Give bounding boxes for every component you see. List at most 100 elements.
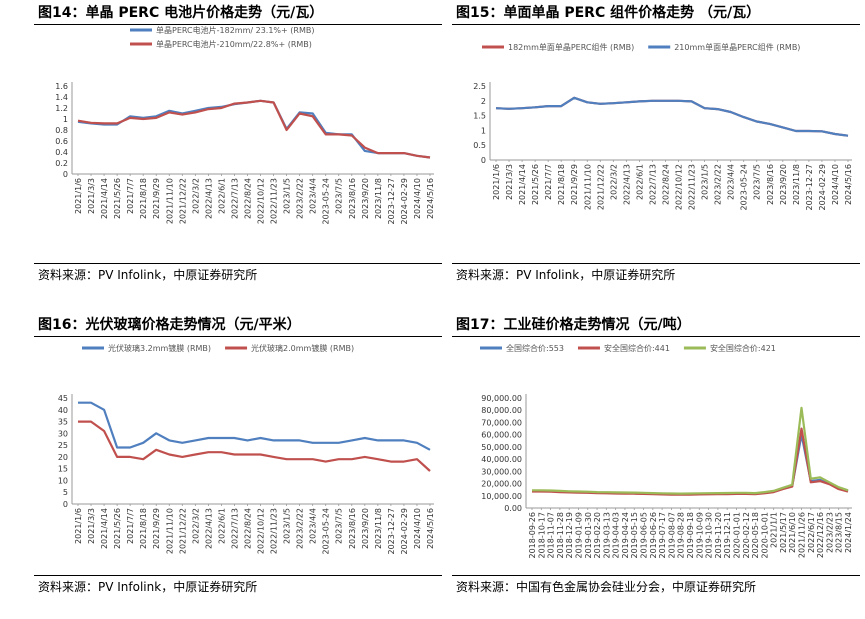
x-tick-label: 2023-12-27 — [387, 178, 396, 225]
chart-17-svg: 0.00 10,000.00 20,000.00 30,000.00 40,000.00… — [480, 343, 853, 559]
x-tick-label: 2021/3/3 — [87, 508, 96, 544]
x-tick-label: 2019-05-15 — [630, 512, 639, 559]
chart-panel-15: 图15：单面单晶 PERC 组件价格走势 （元/瓦） 0 0.5 1 1.5 2 2.5 2… — [452, 0, 860, 300]
x-tick-label: 2023/2/22 — [296, 178, 305, 219]
legend-label: 光伏玻璃2.0mm镀膜 (RMB) — [251, 343, 354, 353]
x-tick-label: 2018-11-07 — [547, 512, 556, 559]
y-tick-label: 35 — [58, 418, 68, 427]
y-tick-label: 30,000.00 — [481, 467, 522, 476]
legend-label: 全国综合价:553 — [506, 343, 564, 353]
x-tick-label: 2023/7/5 — [335, 178, 344, 214]
x-tick-label: 2019-12-11 — [723, 512, 732, 559]
x-tick-label: 2019-01-09 — [574, 512, 583, 559]
x-tick-label: 2021/9/29 — [152, 178, 161, 219]
x-tick-label: 2022/11/23 — [270, 178, 279, 224]
y-tick-label: 25 — [58, 441, 68, 450]
x-tick-label: 2024/4/10 — [413, 178, 422, 219]
x-tick-label: 2022/10/12 — [257, 508, 266, 554]
x-tick-label: 2021/5/26 — [113, 508, 122, 549]
y-tick-label: 0.5 — [473, 141, 486, 150]
y-tick-label: 40 — [58, 406, 68, 415]
title-rule — [34, 336, 442, 337]
title-rule — [452, 24, 860, 25]
chart-14-svg: 0 0.2 0.4 0.6 0.8 1 1.2 1.4 1.6 2021/1/6 2021/3/3 2… — [55, 26, 435, 225]
x-tick-label: 2021/11/26 — [798, 512, 807, 558]
y-tick-label: 20 — [58, 453, 68, 462]
x-tick-label: 2022/7/13 — [648, 164, 657, 205]
x-tick-label: 2021/5/17 — [779, 512, 788, 553]
y-tick-label: 45 — [58, 394, 68, 403]
y-tick-label: 0.6 — [55, 137, 68, 146]
series-line-2 — [77, 99, 431, 159]
x-tick-label: 2019-08-07 — [667, 512, 676, 559]
series-line-1 — [532, 433, 849, 496]
chart-source: 资料来源：中国有色金属协会硅业分会，中原证券研究所 — [456, 580, 757, 594]
x-tick-label: 2019-07-17 — [658, 512, 667, 559]
source-rule — [34, 575, 442, 576]
x-tick-label: 2021/8/18 — [139, 178, 148, 219]
x-tick-label: 2021/4/14 — [100, 178, 109, 219]
x-tick-label: 2023/11/8 — [374, 178, 383, 219]
x-tick-label: 2022/4/13 — [204, 178, 213, 219]
legend-label: 210mm单面单晶PERC组件 (RMB) — [674, 42, 800, 52]
x-tick-label: 2019-11-20 — [714, 512, 723, 559]
x-tick-label: 2023-05-24 — [740, 164, 749, 211]
x-tick-label: 2023/9/20 — [361, 508, 370, 549]
x-tick-label: 2023/8/16 — [348, 508, 357, 549]
x-tick-label: 2023-05-24 — [322, 178, 331, 225]
x-tick-label: 2024/5/16 — [426, 508, 435, 549]
source-rule — [452, 575, 860, 576]
x-tick-label: 2023/1/5 — [283, 508, 292, 544]
chart-source: 资料来源：PV Infolink，中原证券研究所 — [38, 268, 258, 282]
y-tick-label: 2.5 — [473, 82, 486, 91]
chart-panel-16: 图16：光伏玻璃价格走势情况（元/平米） 0 5 10 15 20 25 30 35 40 45 2… — [34, 312, 442, 612]
x-tick-label: 2022/3/2 — [609, 164, 618, 200]
x-tick-label: 2022/6/1 — [635, 164, 644, 200]
x-tick-label: 2024/5/16 — [426, 178, 435, 219]
x-tick-label: 2023/1/5 — [701, 164, 710, 200]
x-tick-label: 2019-04-03 — [612, 512, 621, 559]
y-tick-label: 1 — [481, 126, 486, 135]
chart-source: 资料来源：PV Infolink，中原证券研究所 — [456, 268, 676, 282]
series-line-2 — [495, 96, 849, 137]
x-tick-label: 2023/1/5 — [283, 178, 292, 214]
x-tick-label: 2019-08-28 — [677, 512, 686, 559]
x-tick-label: 2021/7/7 — [544, 164, 553, 200]
y-tick-label: 1.4 — [55, 93, 68, 102]
x-tick-label: 2022/11/23 — [688, 164, 697, 210]
x-tick-label: 2021/6/10 — [788, 512, 797, 553]
x-tick-label: 2023/8/16 — [348, 178, 357, 219]
y-tick-label: 1.2 — [55, 104, 68, 113]
x-tick-label: 2018-12-19 — [565, 512, 574, 559]
x-tick-label: 2021/1/1 — [770, 512, 779, 548]
chart-panel-17: 图17：工业硅价格走势情况（元/吨） 0.00 10,000.00 20,000.0… — [452, 312, 860, 612]
series-line-1 — [78, 401, 431, 451]
x-tick-label: 2022/6/1 — [217, 178, 226, 214]
x-tick-label: 2021/9/29 — [570, 164, 579, 205]
x-tick-label: 2021/5/26 — [531, 164, 540, 205]
source-rule — [34, 263, 442, 264]
x-tick-label: 2023/7/5 — [335, 508, 344, 544]
x-tick-label: 2022/8/24 — [243, 178, 252, 219]
y-tick-label: 10,000.00 — [481, 492, 522, 501]
x-tick-label: 2019-02-20 — [593, 512, 602, 559]
y-tick-label: 0.8 — [55, 126, 68, 135]
x-tick-label: 2018-11-28 — [556, 512, 565, 559]
y-tick-label: 30 — [58, 429, 68, 438]
x-tick-label: 2023/11/8 — [792, 164, 801, 205]
chart-title: 图14：单晶 PERC 电池片价格走势（元/瓦） — [38, 5, 324, 21]
x-tick-label: 2024-02-29 — [818, 164, 827, 211]
y-tick-label: 0 — [481, 156, 486, 165]
legend-label: 安全国综合价:421 — [710, 343, 776, 353]
x-tick-label: 2021/7/7 — [126, 508, 135, 544]
x-tick-label: 2019-06-26 — [649, 512, 658, 559]
x-tick-label: 2022/3/2 — [191, 508, 200, 544]
x-tick-label: 2022/4/13 — [622, 164, 631, 205]
source-rule — [452, 263, 860, 264]
x-tick-label: 2024/4/10 — [413, 508, 422, 549]
y-tick-label: 10 — [58, 476, 68, 485]
x-tick-label: 2023/11/8 — [374, 508, 383, 549]
y-tick-label: 0.4 — [55, 148, 68, 157]
x-tick-label: 2022/10/12 — [257, 178, 266, 224]
x-tick-label: 2023-05-24 — [322, 508, 331, 555]
